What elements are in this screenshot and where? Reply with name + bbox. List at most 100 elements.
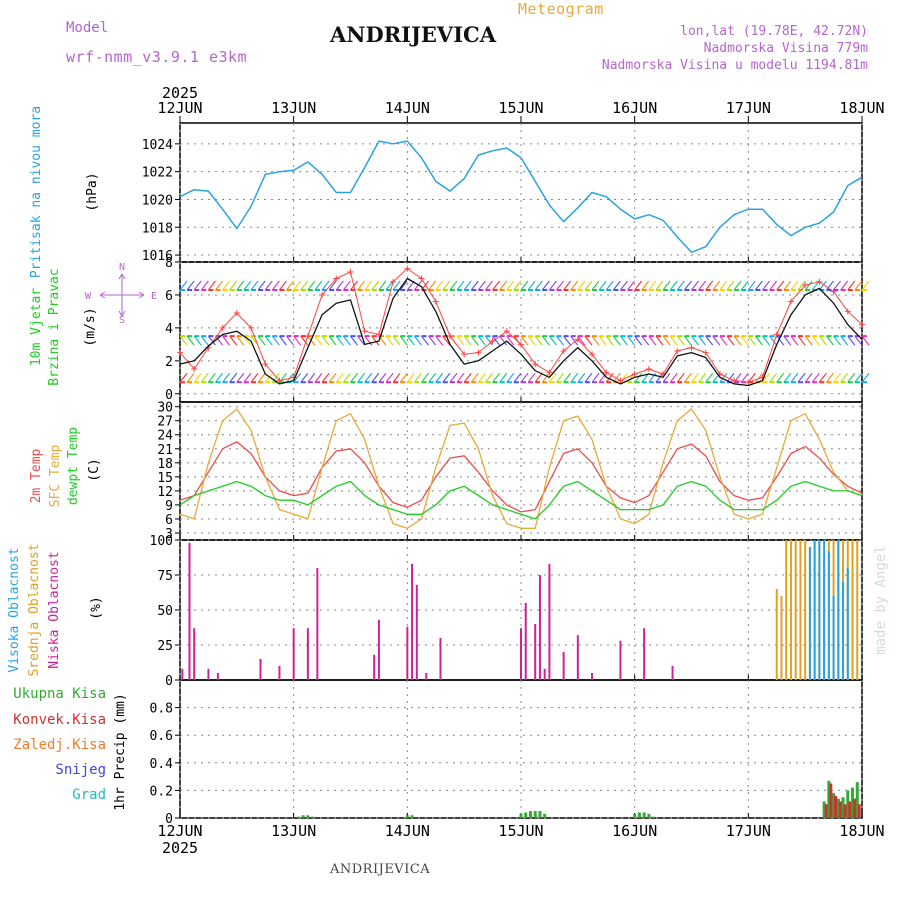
wind-barb xyxy=(598,280,607,291)
wind-gust-marker xyxy=(773,331,780,338)
wind-barb xyxy=(747,335,756,346)
precip-bar-precip_total xyxy=(301,815,305,818)
wind-barb xyxy=(733,280,742,291)
temperature-series-sfc-temp xyxy=(179,408,863,529)
wind-gust-marker xyxy=(645,366,652,373)
wind-barb xyxy=(485,280,493,291)
cloud-bar-cloud_low xyxy=(548,563,551,680)
wind-barb xyxy=(570,335,579,346)
cloud-bar-cloud_low xyxy=(439,638,442,680)
wind-barb xyxy=(669,335,678,346)
precip-bar-precip_total xyxy=(832,793,836,818)
wind-barb xyxy=(477,372,486,383)
cloud-bar-cloud_low xyxy=(619,640,622,680)
wind-barb xyxy=(350,372,358,383)
wind-barb xyxy=(577,280,586,291)
wind-barb xyxy=(861,372,870,383)
wind-barb xyxy=(755,372,763,383)
wind-barb xyxy=(342,280,351,291)
cloud-bar-cloud_high xyxy=(827,551,830,680)
wind-barb xyxy=(463,280,472,291)
wind-gust-marker xyxy=(532,361,539,368)
wind-gust-marker xyxy=(191,366,198,373)
precip-bar-precip_conv xyxy=(853,798,857,818)
bottom-time-label: 17JUN xyxy=(726,822,771,840)
coordinates: lon,lat (19.78E, 42.72N) xyxy=(680,24,868,39)
wind-barb xyxy=(712,335,721,346)
wind-barb xyxy=(698,335,707,346)
cloud-bar-cloud_low xyxy=(562,652,565,680)
wind-barb xyxy=(655,372,664,383)
wind-title-line2: Brzina i Pravac xyxy=(47,268,62,385)
wind-gust-marker xyxy=(745,379,752,386)
wind-barb xyxy=(513,280,522,291)
wind-barb xyxy=(776,372,785,383)
compass-north: N xyxy=(119,262,125,273)
wind-barb xyxy=(492,372,501,383)
wind-barb xyxy=(435,280,444,291)
wind-barb xyxy=(577,335,586,346)
wind-gust-marker xyxy=(361,328,368,335)
wind-barb xyxy=(548,372,557,383)
wind-barb xyxy=(833,280,842,291)
temperature-ytick-label: 15 xyxy=(157,471,173,486)
wind-barb xyxy=(300,280,309,291)
wind-ytick-label: 2 xyxy=(165,355,173,370)
wind-gust-marker xyxy=(787,298,794,305)
wind-gust-marker xyxy=(546,369,553,376)
precip-bar-precip_conv xyxy=(843,804,847,818)
wind-gust-marker xyxy=(219,324,226,331)
compass-west: W xyxy=(85,291,92,302)
cloud-bar-cloud_low xyxy=(373,654,376,680)
wind-barb xyxy=(719,335,728,346)
wind-gust-marker xyxy=(276,377,283,384)
temperature-ytick-label: 9 xyxy=(165,499,173,514)
precip-bar-precip_total xyxy=(637,812,641,818)
wind-barb xyxy=(570,280,579,291)
wind-barb xyxy=(499,372,508,383)
wind-barb xyxy=(222,372,231,383)
precip-bar-precip_conv xyxy=(834,795,838,818)
precip-bar-precip_total xyxy=(543,813,547,818)
wind-barb xyxy=(783,335,792,346)
wind-barb xyxy=(193,335,202,346)
wind-barb xyxy=(641,280,650,291)
wind-barb xyxy=(300,372,309,383)
wind-barb xyxy=(236,372,245,383)
wind-barb xyxy=(598,335,607,346)
wind-barb xyxy=(662,335,671,346)
wind-barb xyxy=(335,280,344,291)
cloud-bar-cloud_low xyxy=(377,619,380,680)
wind-barb xyxy=(691,372,699,383)
precip-ytick-label: 0.8 xyxy=(150,702,173,717)
bottom-time-label: 14JUN xyxy=(385,822,430,840)
cloud-bar-cloud_low xyxy=(193,628,196,680)
precip-bar-precip_total xyxy=(410,815,414,818)
wind-barb xyxy=(371,280,380,291)
wind-barb xyxy=(833,335,842,346)
wind-barb xyxy=(215,372,223,383)
cloud-bar-cloud_low xyxy=(415,584,418,680)
wind-barb xyxy=(826,335,834,346)
wind-barb xyxy=(804,372,813,383)
wind-barb xyxy=(350,335,358,346)
wind-barb xyxy=(328,372,337,383)
bottom-year-label: 2025 xyxy=(162,839,198,857)
wind-barb xyxy=(293,335,302,346)
wind-barb xyxy=(321,372,330,383)
wind-gust-marker xyxy=(489,338,496,345)
wind-barb xyxy=(548,335,557,346)
wind-barb xyxy=(683,335,692,346)
wind-barb xyxy=(385,335,394,346)
wind-barb xyxy=(307,372,316,383)
wind-barb xyxy=(698,280,707,291)
wind-gust-marker xyxy=(319,291,326,298)
wind-barb xyxy=(222,280,231,291)
wind-barb xyxy=(676,372,685,383)
top-time-label: 16JUN xyxy=(612,99,657,117)
wind-barb xyxy=(747,372,756,383)
wind-title-line1: 10m Vjetar xyxy=(29,288,44,366)
wind-gust-marker xyxy=(432,298,439,305)
wind-barb xyxy=(264,280,273,291)
cloud-bar-cloud_high xyxy=(837,540,840,680)
